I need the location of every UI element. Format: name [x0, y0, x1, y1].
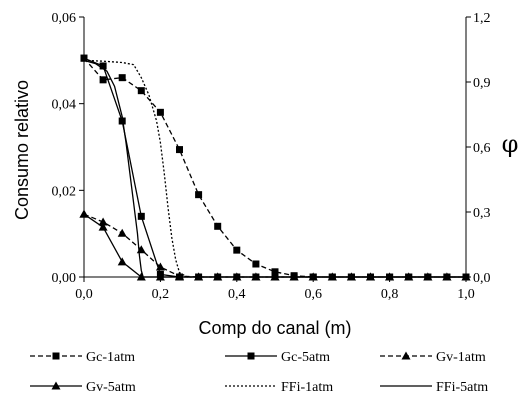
x-tick-label: 0,8	[381, 287, 399, 302]
data-point-gc-1atm	[233, 246, 241, 254]
legend-label: FFi-5atm	[436, 380, 488, 395]
data-point-gc-1atm	[214, 222, 222, 230]
y-tick-label: 0,02	[52, 184, 77, 199]
data-point-gv-5atm	[117, 257, 127, 266]
data-point-gv-5atm	[98, 222, 108, 231]
y2-tick-label: 0,3	[473, 206, 491, 221]
x-axis-label: Comp do canal (m)	[198, 318, 351, 338]
legend-item-gv-1atm: Gv-1atm	[380, 350, 486, 365]
legend-item-gc-5atm: Gc-5atm	[225, 350, 330, 365]
data-point-gc-1atm	[271, 268, 279, 276]
y-tick-label: 0,04	[52, 98, 77, 113]
y2-tick-label: 0,0	[473, 271, 491, 286]
data-point-gc-1atm	[176, 146, 183, 154]
y-axis-label: Consumo relativo	[12, 80, 32, 220]
legend-item-gc-1atm: Gc-1atm	[30, 350, 135, 365]
legend-item-ffi-5atm: FFi-5atm	[380, 380, 488, 395]
legend-label: Gv-1atm	[436, 350, 486, 365]
legend-item-gv-5atm: Gv-5atm	[30, 380, 136, 395]
legend-label: Gc-5atm	[281, 350, 330, 365]
data-point-gv-1atm	[117, 228, 127, 237]
y2-tick-label: 0,6	[473, 141, 491, 156]
data-point-gc-1atm	[252, 260, 260, 268]
data-point-gc-5atm	[137, 212, 145, 220]
data-point-gc-1atm	[99, 76, 107, 84]
data-point-gc-1atm	[195, 191, 203, 199]
legend-label: Gc-1atm	[86, 350, 135, 365]
legend-marker-gc-5atm	[247, 352, 255, 360]
y2-tick-label: 0,9	[473, 76, 491, 91]
y-tick-label: 0,00	[52, 271, 77, 286]
y2-tick-label: 1,2	[473, 11, 491, 26]
x-tick-label: 0,2	[152, 287, 170, 302]
legend-marker-gc-1atm	[52, 352, 60, 360]
legend-item-ffi-1atm: FFi-1atm	[225, 380, 333, 395]
data-point-gc-1atm	[118, 74, 126, 82]
data-point-gv-1atm	[98, 217, 108, 226]
axes: 0,0 0,2 0,4 0,6 0,8 1,0 0,00 0,02 0,04 0,06 0,0 0,3…	[52, 11, 491, 302]
data-point-gc-1atm	[156, 108, 164, 116]
x-tick-label: 0,6	[304, 287, 322, 302]
legend-marker-gv-1atm	[401, 351, 411, 360]
plot-area	[79, 54, 471, 281]
data-point-gv-1atm	[155, 262, 165, 271]
y-tick-label: 0,06	[52, 11, 77, 26]
data-point-gc-1atm	[137, 87, 145, 95]
legend-label: Gv-5atm	[86, 380, 136, 395]
data-point-gc-5atm	[99, 62, 107, 70]
legend-label: FFi-1atm	[281, 380, 333, 395]
legend: Gc-1atm Gc-5atm Gv-1atm Gv-5atm FFi-1atm FFi-…	[30, 350, 488, 395]
x-tick-label: 1,0	[457, 287, 475, 302]
legend-marker-gv-5atm	[51, 381, 61, 390]
x-tick-label: 0,0	[75, 287, 93, 302]
y2-axis-label: φ	[502, 130, 519, 158]
x-tick-label: 0,4	[228, 287, 246, 302]
series-line-gc-1atm	[83, 57, 466, 278]
